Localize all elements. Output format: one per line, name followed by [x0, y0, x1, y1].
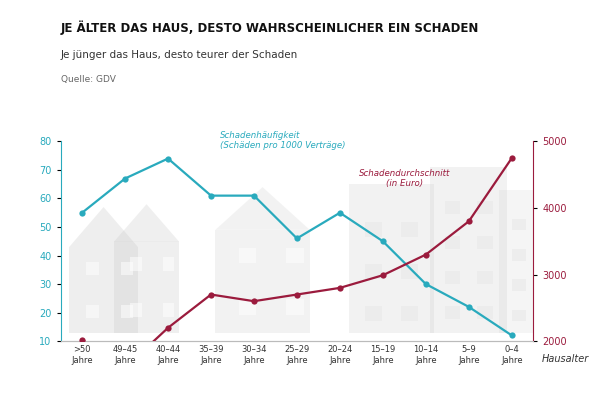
Text: Schadendurchschnitt
(in Euro): Schadendurchschnitt (in Euro) [359, 168, 450, 188]
Bar [512, 219, 526, 230]
Polygon shape [215, 187, 310, 230]
Bar [239, 248, 256, 263]
Bar [499, 190, 568, 332]
Bar [445, 271, 461, 284]
Bar [401, 264, 418, 279]
Bar [365, 222, 382, 237]
Text: JE ÄLTER DAS HAUS, DESTO WAHRSCHEINLICHER EIN SCHADEN: JE ÄLTER DAS HAUS, DESTO WAHRSCHEINLICHE… [61, 21, 479, 35]
Bar [477, 271, 493, 284]
Bar [445, 236, 461, 249]
Bar [512, 280, 526, 291]
Bar [130, 257, 142, 271]
Bar [87, 305, 99, 317]
Polygon shape [115, 204, 179, 241]
Bar [215, 230, 310, 332]
Bar [121, 305, 133, 317]
Text: Je jünger das Haus, desto teurer der Schaden: Je jünger das Haus, desto teurer der Sch… [61, 50, 298, 60]
Bar [512, 249, 526, 260]
Text: Quelle: GDV: Quelle: GDV [61, 75, 116, 84]
Bar [430, 167, 507, 332]
Bar [115, 241, 179, 332]
Bar [541, 280, 554, 291]
Bar [239, 299, 256, 314]
Bar [477, 236, 493, 249]
Text: Schadenhäufigkeit
(Schäden pro 1000 Verträge): Schadenhäufigkeit (Schäden pro 1000 Vert… [219, 131, 345, 150]
Bar [348, 184, 435, 332]
Bar [286, 248, 304, 263]
Bar [541, 249, 554, 260]
Bar [401, 306, 418, 321]
Bar [121, 262, 133, 275]
Bar [162, 303, 175, 317]
Bar [477, 201, 493, 214]
Text: Hausalter: Hausalter [542, 354, 589, 364]
Bar [512, 310, 526, 321]
Bar [445, 306, 461, 319]
Bar [286, 299, 304, 314]
Bar [365, 306, 382, 321]
Bar [541, 219, 554, 230]
Polygon shape [69, 207, 138, 247]
Bar [87, 262, 99, 275]
Bar [401, 222, 418, 237]
Bar [541, 310, 554, 321]
Bar [365, 264, 382, 279]
Bar [69, 247, 138, 332]
Bar [130, 303, 142, 317]
Bar [445, 201, 461, 214]
Bar [477, 306, 493, 319]
Bar [162, 257, 175, 271]
